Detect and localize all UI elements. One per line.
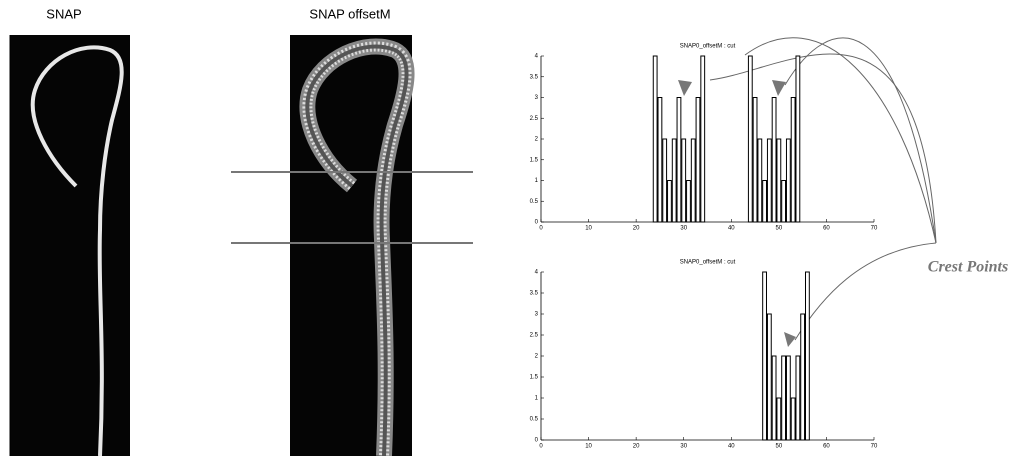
bar bbox=[668, 181, 672, 223]
x-tick-label: 70 bbox=[871, 226, 878, 232]
bar bbox=[786, 139, 790, 222]
bar bbox=[748, 56, 752, 222]
bar bbox=[663, 139, 667, 222]
bar bbox=[767, 314, 771, 440]
bar bbox=[677, 98, 681, 223]
bar bbox=[782, 181, 786, 223]
snap-image bbox=[10, 35, 130, 456]
y-tick-label: 0 bbox=[535, 220, 539, 226]
x-tick-label: 0 bbox=[539, 226, 543, 232]
bar bbox=[791, 398, 795, 440]
x-tick-label: 20 bbox=[633, 226, 640, 232]
bar bbox=[777, 398, 781, 440]
offset-image bbox=[290, 35, 412, 456]
y-tick-label: 4 bbox=[535, 54, 539, 60]
x-tick-label: 30 bbox=[680, 226, 687, 232]
x-tick-label: 0 bbox=[539, 444, 543, 450]
panel-title: SNAP bbox=[46, 6, 81, 21]
bar bbox=[753, 98, 757, 223]
bar bbox=[682, 139, 686, 222]
bar bbox=[805, 272, 809, 440]
bar bbox=[782, 356, 786, 440]
x-tick-label: 30 bbox=[680, 444, 687, 450]
y-tick-label: 4 bbox=[535, 270, 539, 276]
bar bbox=[696, 98, 700, 223]
y-tick-label: 3.5 bbox=[530, 74, 539, 80]
bar bbox=[687, 181, 691, 223]
chart-title: SNAP0_offsetM : cut bbox=[680, 260, 736, 266]
y-tick-label: 2 bbox=[535, 137, 539, 143]
x-tick-label: 10 bbox=[585, 226, 592, 232]
annotation: Crest Points bbox=[928, 259, 1008, 276]
y-tick-label: 0.5 bbox=[530, 199, 539, 205]
y-tick-label: 1 bbox=[535, 396, 539, 402]
x-tick-label: 10 bbox=[585, 444, 592, 450]
bar bbox=[777, 139, 781, 222]
y-tick-label: 3 bbox=[535, 312, 539, 318]
bar bbox=[758, 139, 762, 222]
panel-title: SNAP offsetM bbox=[309, 6, 390, 21]
x-tick-label: 50 bbox=[776, 444, 783, 450]
bar bbox=[786, 356, 790, 440]
y-tick-label: 1.5 bbox=[530, 157, 539, 163]
x-tick-label: 50 bbox=[776, 226, 783, 232]
y-tick-label: 0 bbox=[535, 438, 539, 444]
bar bbox=[763, 272, 767, 440]
bar bbox=[653, 56, 657, 222]
bar bbox=[796, 56, 800, 222]
x-tick-label: 60 bbox=[823, 226, 830, 232]
bar bbox=[772, 356, 776, 440]
bar bbox=[701, 56, 705, 222]
bar bbox=[791, 98, 795, 223]
y-tick-label: 2 bbox=[535, 354, 539, 360]
y-tick-label: 2.5 bbox=[530, 333, 539, 339]
chart-title: SNAP0_offsetM : cut bbox=[680, 44, 736, 50]
y-tick-label: 0.5 bbox=[530, 417, 539, 423]
bar bbox=[691, 139, 695, 222]
bar bbox=[658, 98, 662, 223]
y-tick-label: 3 bbox=[535, 95, 539, 101]
bar bbox=[801, 314, 805, 440]
x-tick-label: 60 bbox=[823, 444, 830, 450]
y-tick-label: 2.5 bbox=[530, 116, 539, 122]
bar bbox=[767, 139, 771, 222]
y-tick-label: 1.5 bbox=[530, 375, 539, 381]
x-tick-label: 70 bbox=[871, 444, 878, 450]
x-tick-label: 20 bbox=[633, 444, 640, 450]
bar bbox=[772, 98, 776, 223]
x-tick-label: 40 bbox=[728, 226, 735, 232]
figure: SNAP SNAP offsetM Crest Points SNAP0_off… bbox=[0, 0, 1034, 456]
bar bbox=[672, 139, 676, 222]
y-tick-label: 1 bbox=[535, 178, 539, 184]
y-tick-label: 3.5 bbox=[530, 291, 539, 297]
x-tick-label: 40 bbox=[728, 444, 735, 450]
bar bbox=[763, 181, 767, 223]
bar bbox=[796, 356, 800, 440]
crest-arrows bbox=[710, 38, 936, 340]
